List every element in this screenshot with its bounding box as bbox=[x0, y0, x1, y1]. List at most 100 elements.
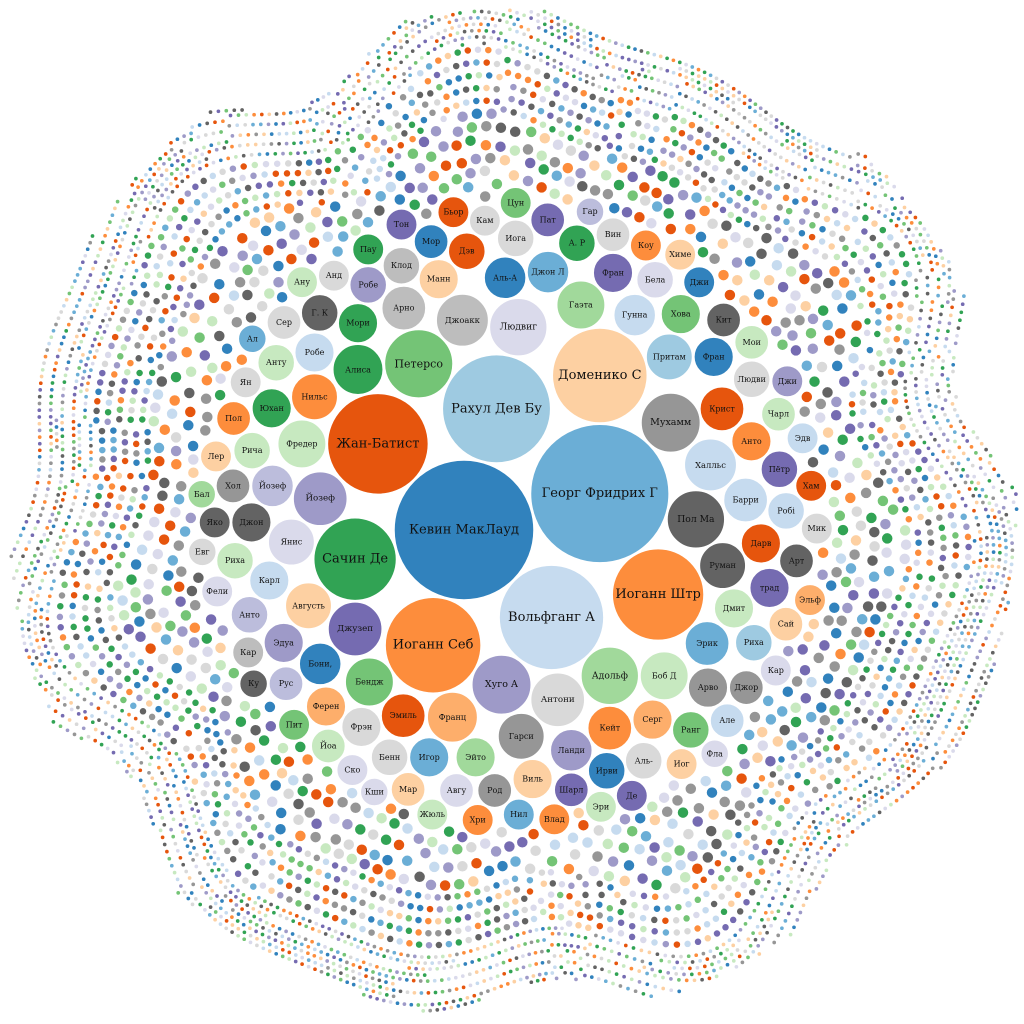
bubble[interactable]: Ско bbox=[335, 753, 369, 787]
bubble[interactable]: Иога bbox=[496, 219, 535, 258]
bubble[interactable]: Бьор bbox=[436, 195, 470, 229]
bubble[interactable]: Род bbox=[476, 772, 513, 809]
bubble[interactable]: Эрик bbox=[684, 620, 730, 667]
bubble[interactable]: Джоакк bbox=[435, 293, 490, 348]
bubble[interactable]: Мои bbox=[733, 324, 770, 361]
bubble[interactable]: трад bbox=[748, 567, 791, 609]
bubble[interactable]: Ранг bbox=[671, 710, 711, 750]
bubble[interactable]: Пау bbox=[351, 232, 385, 266]
bubble[interactable]: Доменико С bbox=[551, 327, 649, 424]
bubble[interactable]: Пол bbox=[215, 400, 252, 437]
bubble[interactable]: Хол bbox=[215, 468, 251, 504]
bubble[interactable]: Арт bbox=[778, 543, 815, 579]
bubble[interactable]: Дарв bbox=[740, 522, 782, 564]
bubble[interactable]: Джон Л bbox=[526, 250, 570, 294]
bubble[interactable]: Бендж bbox=[344, 657, 395, 707]
bubble[interactable]: Робе bbox=[348, 265, 388, 305]
bubble[interactable]: Петерсо bbox=[383, 328, 454, 399]
bubble[interactable]: Джи bbox=[770, 364, 804, 398]
bubble[interactable]: Хам bbox=[794, 469, 828, 503]
bubble[interactable]: Тон bbox=[385, 208, 418, 242]
bubble[interactable]: Кар bbox=[231, 635, 265, 669]
bubble[interactable]: Вольфганг А bbox=[498, 564, 605, 671]
bubble[interactable]: Йозеф bbox=[292, 470, 349, 527]
bubble[interactable]: Фран bbox=[592, 252, 634, 294]
bubble[interactable]: Евг bbox=[187, 537, 218, 567]
bubble[interactable]: Мухамм bbox=[640, 392, 702, 454]
bubble[interactable]: Гарси bbox=[497, 712, 546, 761]
bubble[interactable]: Карл bbox=[248, 559, 290, 602]
bubble[interactable]: Аль-А bbox=[483, 256, 527, 300]
bubble[interactable]: Ирви bbox=[587, 751, 626, 791]
bubble[interactable]: Арво bbox=[687, 667, 729, 709]
bubble[interactable]: Эмиль bbox=[380, 692, 427, 739]
bubble[interactable]: Ал bbox=[237, 324, 268, 354]
bubble[interactable]: Гаэта bbox=[555, 280, 606, 330]
bubble[interactable]: Арно bbox=[380, 285, 427, 331]
bubble[interactable]: Ланди bbox=[549, 728, 594, 773]
bubble[interactable]: Фран bbox=[693, 336, 735, 378]
bubble[interactable]: Ку bbox=[238, 668, 269, 699]
bubble[interactable]: Алиса bbox=[332, 343, 384, 396]
bubble[interactable]: Иоганн Штр bbox=[611, 547, 705, 642]
bubble[interactable]: Сер bbox=[266, 304, 302, 341]
bubble[interactable]: Йозеф bbox=[250, 464, 295, 508]
bubble[interactable]: Але bbox=[709, 702, 746, 739]
bubble[interactable]: Фла bbox=[699, 739, 730, 769]
bubble[interactable]: Джузеп bbox=[327, 601, 383, 657]
bubble[interactable]: Кит bbox=[705, 302, 742, 338]
bubble[interactable]: Цун bbox=[499, 186, 533, 220]
bubble[interactable]: Иог bbox=[665, 747, 699, 781]
bubble[interactable]: Пит bbox=[277, 708, 311, 742]
bubble[interactable]: Жан-Батист bbox=[326, 392, 430, 496]
bubble[interactable]: Кевин МакЛауд bbox=[393, 459, 535, 601]
bubble[interactable]: Фрэн bbox=[340, 706, 382, 748]
bubble[interactable]: Ану bbox=[285, 265, 319, 299]
bubble[interactable]: Иоганн Себ bbox=[384, 596, 482, 694]
bubble[interactable]: Кам bbox=[468, 204, 502, 238]
bubble[interactable]: Бела bbox=[635, 260, 675, 300]
bubble[interactable]: Нил bbox=[502, 798, 536, 832]
bubble[interactable]: Пат bbox=[529, 202, 566, 238]
bubble[interactable]: Сай bbox=[768, 606, 804, 643]
bubble[interactable]: Коу bbox=[629, 229, 663, 262]
bubble[interactable]: Мори bbox=[337, 302, 379, 344]
bubble[interactable]: Янис bbox=[267, 518, 316, 567]
bubble[interactable]: Серг bbox=[631, 699, 674, 741]
bubble[interactable]: Пётр bbox=[760, 450, 799, 489]
bubble[interactable]: Ян bbox=[229, 365, 263, 399]
bubble[interactable]: Чарл bbox=[760, 396, 797, 433]
bubble[interactable]: Кши bbox=[359, 777, 390, 807]
bubble[interactable]: Лер bbox=[199, 439, 233, 473]
bubble[interactable]: Руман bbox=[698, 541, 747, 590]
bubble[interactable]: Притам bbox=[645, 332, 694, 381]
bubble[interactable]: Йоа bbox=[310, 728, 347, 764]
bubble[interactable]: Г. К bbox=[300, 293, 339, 333]
bubble[interactable]: Фели bbox=[200, 574, 234, 608]
bubble[interactable]: Джор bbox=[728, 669, 765, 706]
bubble[interactable]: Гунна bbox=[612, 293, 657, 337]
bubble[interactable]: Крист bbox=[699, 386, 745, 432]
bubble[interactable]: Фредер bbox=[276, 418, 327, 469]
bubble[interactable]: Жюль bbox=[415, 798, 449, 832]
bubble[interactable]: Людви bbox=[732, 360, 771, 399]
bubble[interactable]: Рус bbox=[268, 665, 304, 702]
bubble[interactable]: Риха bbox=[734, 623, 774, 662]
bubble[interactable]: Шарл bbox=[553, 771, 590, 808]
bubble[interactable]: Рича bbox=[232, 431, 272, 470]
bubble[interactable]: Мар bbox=[390, 771, 426, 808]
bubble[interactable]: Кейт bbox=[586, 705, 633, 751]
bubble[interactable]: Яко bbox=[198, 505, 232, 539]
bubble[interactable]: Пол Ма bbox=[666, 489, 726, 550]
bubble[interactable]: Хуго А bbox=[471, 654, 532, 716]
bubble[interactable]: Авгу bbox=[438, 772, 475, 809]
bubble[interactable]: Анто bbox=[230, 595, 269, 635]
bubble[interactable]: Робі bbox=[766, 491, 806, 531]
bubble[interactable]: Вин bbox=[595, 216, 631, 253]
bubble[interactable]: Бал bbox=[186, 479, 217, 510]
bubble[interactable]: Людвиг bbox=[488, 297, 548, 357]
bubble[interactable]: Бенн bbox=[370, 738, 409, 777]
bubble[interactable]: Нильс bbox=[290, 372, 339, 421]
bubble[interactable]: Эльф bbox=[793, 583, 827, 617]
bubble[interactable]: Аль- bbox=[624, 741, 663, 781]
